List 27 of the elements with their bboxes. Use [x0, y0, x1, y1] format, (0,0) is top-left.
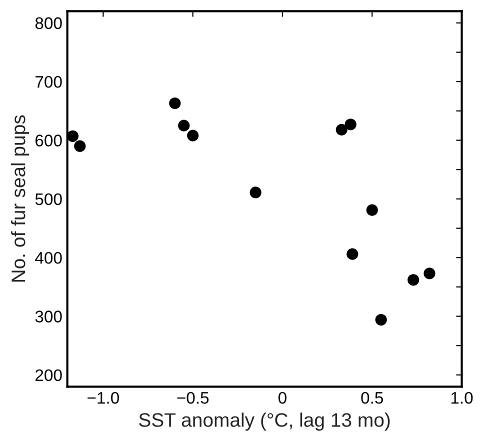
x-tick-label: −1.0 — [88, 392, 119, 404]
x-tick-label: −0.5 — [177, 392, 209, 404]
point — [67, 130, 79, 142]
x-tick-label: 1.0 — [451, 392, 473, 404]
point — [178, 120, 190, 132]
point — [74, 140, 86, 152]
y-tick-label: 800 — [35, 17, 62, 30]
point — [366, 204, 378, 216]
point — [375, 314, 387, 326]
y-tick-label: 500 — [35, 193, 62, 206]
point — [424, 268, 436, 280]
y-tick-label: 300 — [35, 310, 62, 322]
y-tick-label: 700 — [36, 76, 62, 88]
point — [346, 248, 358, 260]
point — [336, 124, 348, 136]
x-tick-label: 0.5 — [361, 392, 384, 404]
point — [344, 118, 356, 130]
point — [250, 186, 262, 198]
y-tick-label: 600 — [36, 134, 62, 146]
x-axis-title: SST anomaly (°C, lag 13 mo) — [139, 412, 390, 431]
y-axis-title: No. of fur seal pups — [10, 115, 30, 282]
y-tick-label: 200 — [36, 369, 62, 382]
point — [187, 130, 199, 142]
point — [408, 274, 420, 286]
point — [169, 97, 181, 110]
x-tick-label: 0 — [278, 392, 286, 404]
y-tick-label: 400 — [35, 252, 62, 264]
